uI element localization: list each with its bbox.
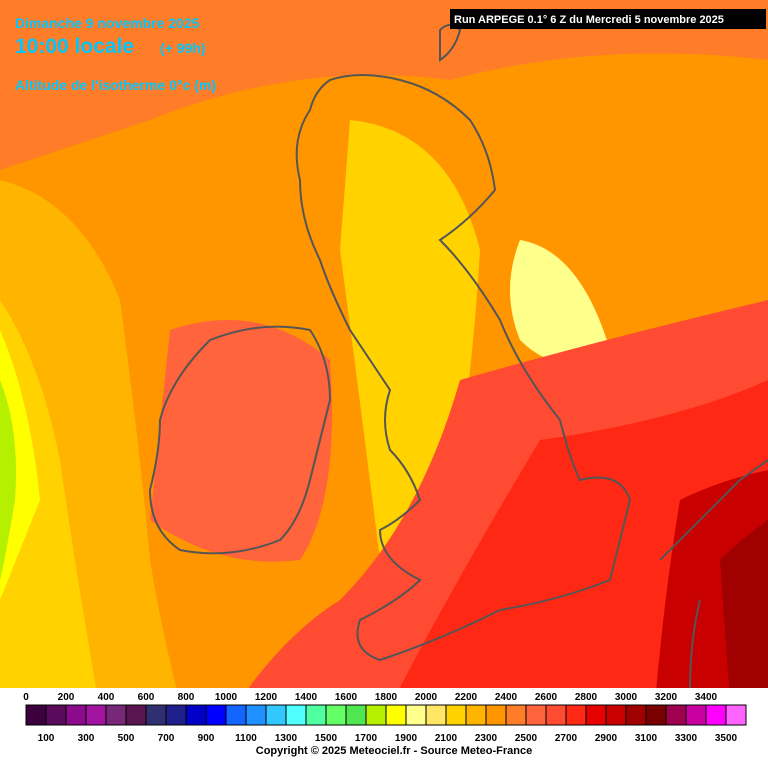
legend-label: 1500 <box>315 733 338 744</box>
legend-swatch <box>145 704 167 726</box>
legend-swatch <box>705 704 727 726</box>
legend-label: 0 <box>23 692 29 703</box>
forecast-time: 10:00 locale <box>15 35 134 58</box>
legend-swatch <box>425 704 447 726</box>
legend-swatch <box>65 704 87 726</box>
legend-label: 3200 <box>655 692 678 703</box>
legend-swatch <box>205 704 227 726</box>
legend-label: 2900 <box>595 733 618 744</box>
legend-label: 3500 <box>715 733 738 744</box>
legend-label: 2300 <box>475 733 498 744</box>
legend-label: 700 <box>158 733 175 744</box>
legend-panel <box>0 688 768 768</box>
legend-swatch <box>45 704 67 726</box>
legend-swatch <box>645 704 667 726</box>
legend-swatch <box>285 704 307 726</box>
legend-swatch <box>125 704 147 726</box>
legend-swatch <box>85 704 107 726</box>
legend-swatch <box>445 704 467 726</box>
color-legend: 0 100 200 300 400 500 600 700 800 900 1000 1100 1200… <box>23 692 747 744</box>
legend-swatch <box>485 704 507 726</box>
legend-label: 1400 <box>295 692 318 703</box>
legend-label: 1100 <box>235 733 257 744</box>
legend-label: 3000 <box>615 692 638 703</box>
legend-swatch <box>465 704 487 726</box>
variable-name: Altitude de l'isotherme 0°c (m) <box>15 77 216 93</box>
legend-label: 3100 <box>635 733 658 744</box>
legend-swatch <box>565 704 587 726</box>
legend-swatch <box>305 704 327 726</box>
legend-swatch <box>345 704 367 726</box>
legend-label: 600 <box>138 692 155 703</box>
legend-label: 500 <box>118 733 135 744</box>
legend-swatch <box>185 704 207 726</box>
legend-swatch <box>405 704 427 726</box>
legend-swatch <box>225 704 247 726</box>
legend-swatch <box>325 704 347 726</box>
legend-label: 2000 <box>415 692 438 703</box>
legend-label: 300 <box>78 733 95 744</box>
legend-swatch <box>105 704 127 726</box>
legend-label: 2100 <box>435 733 458 744</box>
coastlines <box>148 24 768 691</box>
legend-label: 2500 <box>515 733 538 744</box>
legend-label: 1700 <box>355 733 378 744</box>
legend-label: 1300 <box>275 733 298 744</box>
legend-label: 200 <box>58 692 75 703</box>
legend-label: 1800 <box>375 692 398 703</box>
forecast-date: Dimanche 9 novembre 2025 <box>15 15 200 31</box>
legend-swatch <box>165 704 187 726</box>
legend-swatch <box>25 704 47 726</box>
legend-label: 400 <box>98 692 115 703</box>
legend-label: 1200 <box>255 692 278 703</box>
legend-label: 1900 <box>395 733 418 744</box>
copyright: Copyright © 2025 Meteociel.fr - Source M… <box>256 745 532 757</box>
legend-swatch <box>725 704 747 726</box>
legend-label: 3400 <box>695 692 718 703</box>
legend-swatch <box>385 704 407 726</box>
legend-label: 2600 <box>535 692 558 703</box>
legend-swatch <box>625 704 647 726</box>
legend-label: 900 <box>198 733 215 744</box>
legend-label: 3300 <box>675 733 698 744</box>
legend-label: 1600 <box>335 692 358 703</box>
legend-label: 2400 <box>495 692 518 703</box>
legend-swatch <box>665 704 687 726</box>
run-info: Run ARPEGE 0.1° 6 Z du Mercredi 5 novemb… <box>454 14 724 26</box>
run-banner <box>450 9 766 29</box>
legend-swatch <box>585 704 607 726</box>
forecast-offset: (+ 99h) <box>160 40 206 56</box>
legend-label: 100 <box>38 733 55 744</box>
legend-label: 2700 <box>555 733 578 744</box>
legend-swatch <box>525 704 547 726</box>
legend-label: 1000 <box>215 692 238 703</box>
legend-swatch <box>245 704 267 726</box>
legend-label: 800 <box>178 692 195 703</box>
legend-swatch <box>685 704 707 726</box>
legend-swatch <box>505 704 527 726</box>
legend-swatch <box>365 704 387 726</box>
legend-label: 2200 <box>455 692 478 703</box>
legend-swatch <box>265 704 287 726</box>
legend-swatch <box>545 704 567 726</box>
legend-label: 2800 <box>575 692 598 703</box>
legend-swatch <box>605 704 627 726</box>
